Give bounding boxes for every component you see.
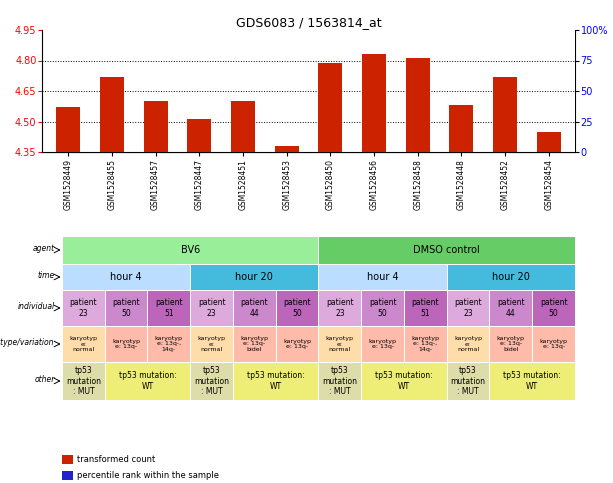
Bar — [449, 105, 473, 152]
Bar — [490, 362, 575, 400]
Bar — [447, 264, 575, 290]
Text: hour 20: hour 20 — [235, 272, 273, 282]
Bar — [62, 471, 72, 481]
Text: tp53 mutation:
WT: tp53 mutation: WT — [503, 371, 561, 391]
Bar — [190, 326, 233, 362]
Bar — [276, 326, 319, 362]
Text: patient
23: patient 23 — [454, 298, 482, 318]
Bar — [56, 107, 80, 152]
Bar — [404, 290, 447, 326]
Text: patient
50: patient 50 — [112, 298, 140, 318]
Text: tp53
mutation
: MUT: tp53 mutation : MUT — [322, 366, 357, 396]
Text: tp53 mutation:
WT: tp53 mutation: WT — [119, 371, 177, 391]
Bar — [319, 264, 447, 290]
Title: GDS6083 / 1563814_at: GDS6083 / 1563814_at — [235, 16, 381, 29]
Bar — [233, 290, 276, 326]
Bar — [319, 362, 361, 400]
Text: karyotyp
e:
normal: karyotyp e: normal — [326, 336, 354, 352]
Text: karyotyp
e: 13q-
bidel: karyotyp e: 13q- bidel — [240, 336, 268, 352]
Text: tp53
mutation
: MUT: tp53 mutation : MUT — [194, 366, 229, 396]
Bar — [361, 290, 404, 326]
Text: tp53
mutation
: MUT: tp53 mutation : MUT — [66, 366, 101, 396]
Bar — [361, 326, 404, 362]
Text: karyotyp
e: 13q-
bidel: karyotyp e: 13q- bidel — [497, 336, 525, 352]
Text: karyotyp
e: 13q-,
14q-: karyotyp e: 13q-, 14q- — [411, 336, 440, 352]
Text: tp53 mutation:
WT: tp53 mutation: WT — [247, 371, 305, 391]
Bar — [318, 62, 342, 152]
Bar — [190, 290, 233, 326]
Bar — [105, 362, 190, 400]
Bar — [105, 326, 148, 362]
Bar — [361, 362, 447, 400]
Bar — [362, 55, 386, 152]
Text: patient
23: patient 23 — [326, 298, 354, 318]
Text: DMSO control: DMSO control — [413, 245, 480, 255]
Text: time: time — [37, 271, 55, 280]
Bar — [490, 290, 532, 326]
Bar — [532, 326, 575, 362]
Text: karyotyp
e:
normal: karyotyp e: normal — [197, 336, 226, 352]
Text: patient
50: patient 50 — [540, 298, 568, 318]
Bar — [100, 77, 124, 152]
Bar — [233, 326, 276, 362]
Text: BV6: BV6 — [181, 245, 200, 255]
Bar — [148, 326, 190, 362]
Text: patient
44: patient 44 — [497, 298, 525, 318]
Text: karyotyp
e: 13q-,
14q-: karyotyp e: 13q-, 14q- — [155, 336, 183, 352]
Bar — [62, 236, 319, 264]
Text: patient
23: patient 23 — [198, 298, 226, 318]
Bar — [447, 326, 490, 362]
Bar — [62, 362, 105, 400]
Text: tp53 mutation:
WT: tp53 mutation: WT — [375, 371, 433, 391]
Bar — [190, 362, 233, 400]
Text: patient
23: patient 23 — [69, 298, 97, 318]
Bar — [62, 264, 190, 290]
Text: patient
51: patient 51 — [411, 298, 439, 318]
Bar — [143, 101, 167, 152]
Text: karyotyp
e: 13q-: karyotyp e: 13q- — [539, 339, 568, 349]
Bar — [490, 326, 532, 362]
Text: karyotyp
e:
normal: karyotyp e: normal — [454, 336, 482, 352]
Bar — [233, 362, 319, 400]
Bar — [532, 290, 575, 326]
Bar — [148, 290, 190, 326]
Text: karyotyp
e:
normal: karyotyp e: normal — [69, 336, 97, 352]
Bar — [62, 290, 105, 326]
Text: percentile rank within the sample: percentile rank within the sample — [77, 471, 219, 480]
Bar — [319, 236, 575, 264]
Text: genotype/variation: genotype/variation — [0, 338, 55, 347]
Text: tp53
mutation
: MUT: tp53 mutation : MUT — [451, 366, 485, 396]
Bar — [447, 290, 490, 326]
Text: karyotyp
e: 13q-: karyotyp e: 13q- — [112, 339, 140, 349]
Bar — [187, 119, 211, 152]
Bar — [319, 290, 361, 326]
Bar — [275, 146, 299, 152]
Bar — [404, 326, 447, 362]
Bar — [231, 101, 255, 152]
Bar — [319, 326, 361, 362]
Bar — [447, 362, 490, 400]
Text: transformed count: transformed count — [77, 455, 155, 464]
Text: patient
51: patient 51 — [155, 298, 183, 318]
Text: hour 4: hour 4 — [110, 272, 142, 282]
Bar — [537, 132, 561, 152]
Text: hour 20: hour 20 — [492, 272, 530, 282]
Bar — [62, 326, 105, 362]
Text: patient
50: patient 50 — [369, 298, 397, 318]
Text: patient
50: patient 50 — [283, 298, 311, 318]
Text: agent: agent — [32, 244, 55, 253]
Bar — [406, 58, 430, 152]
Text: karyotyp
e: 13q-: karyotyp e: 13q- — [368, 339, 397, 349]
Text: hour 4: hour 4 — [367, 272, 398, 282]
Text: karyotyp
e: 13q-: karyotyp e: 13q- — [283, 339, 311, 349]
Text: patient
44: patient 44 — [240, 298, 268, 318]
Bar — [493, 77, 517, 152]
Bar — [105, 290, 148, 326]
Bar — [62, 455, 72, 465]
Text: other: other — [34, 375, 55, 384]
Text: individual: individual — [17, 302, 55, 311]
Bar — [276, 290, 319, 326]
Bar — [190, 264, 319, 290]
